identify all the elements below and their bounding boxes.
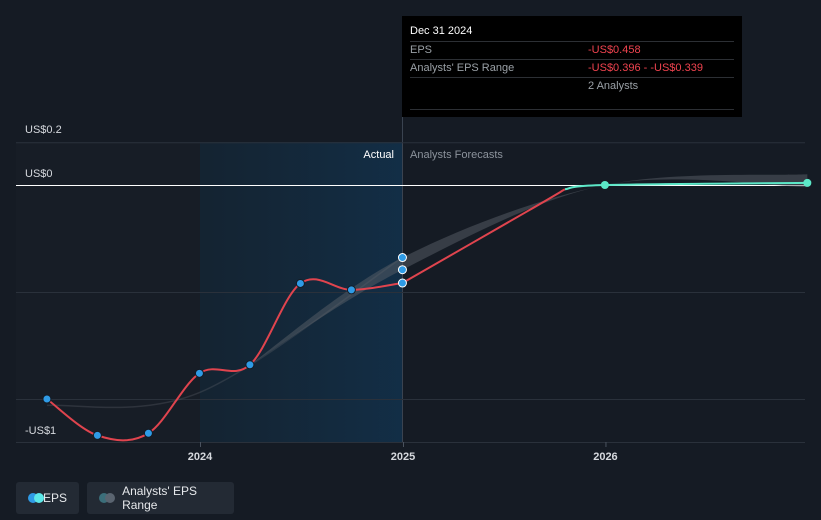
eps-forecast-point[interactable] [803, 178, 812, 187]
eps-actual-point[interactable] [295, 278, 305, 288]
eps-actual-point[interactable] [92, 430, 102, 440]
legend-eps[interactable]: EPS [16, 482, 79, 514]
eps-forecast-point[interactable] [600, 181, 609, 189]
legend-range-label: Analysts' EPS Range [122, 484, 198, 512]
eps-actual-point[interactable] [143, 428, 153, 438]
eps-highlight-point[interactable] [397, 278, 407, 288]
tooltip: Dec 31 2024 EPS -US$0.458 Analysts' EPS … [402, 16, 742, 117]
range-highlight-point[interactable] [397, 253, 407, 263]
tooltip-eps-label: EPS [410, 44, 433, 56]
tooltip-analysts-spacer [410, 78, 588, 95]
actual-label: Actual [363, 149, 394, 161]
legend-range[interactable]: Analysts' EPS Range [87, 482, 234, 514]
range-legend-icon [99, 493, 115, 503]
forecast-label: Analysts Forecasts [410, 149, 503, 161]
eps-forecast-line-positive [564, 181, 808, 191]
y-tick-label: US$0 [25, 168, 53, 180]
y-tick-label: US$0.2 [25, 124, 62, 136]
x-tick-label: 2026 [593, 451, 617, 463]
eps-actual-point[interactable] [245, 360, 255, 370]
eps-actual-point[interactable] [42, 394, 52, 404]
y-tick-label: -US$1 [25, 425, 56, 437]
range-highlight-point[interactable] [397, 265, 407, 275]
tooltip-range-value: -US$0.396 - -US$0.339 [588, 62, 703, 74]
legend-eps-label: EPS [42, 491, 67, 505]
eps-actual-point[interactable] [194, 368, 204, 378]
eps-forecast-line-negative [401, 188, 566, 284]
eps-legend-icon [28, 493, 44, 503]
eps-actual-line [46, 278, 403, 442]
tooltip-date: Dec 31 2024 [410, 23, 734, 42]
tooltip-range-label: Analysts' EPS Range [410, 62, 515, 74]
tooltip-eps-value: -US$0.458 [588, 44, 641, 56]
tooltip-divider [410, 109, 734, 110]
x-tick-label: 2024 [188, 451, 213, 463]
tooltip-analysts: 2 Analysts [588, 80, 639, 92]
eps-actual-point[interactable] [346, 285, 356, 295]
x-tick-label: 2025 [391, 451, 415, 463]
